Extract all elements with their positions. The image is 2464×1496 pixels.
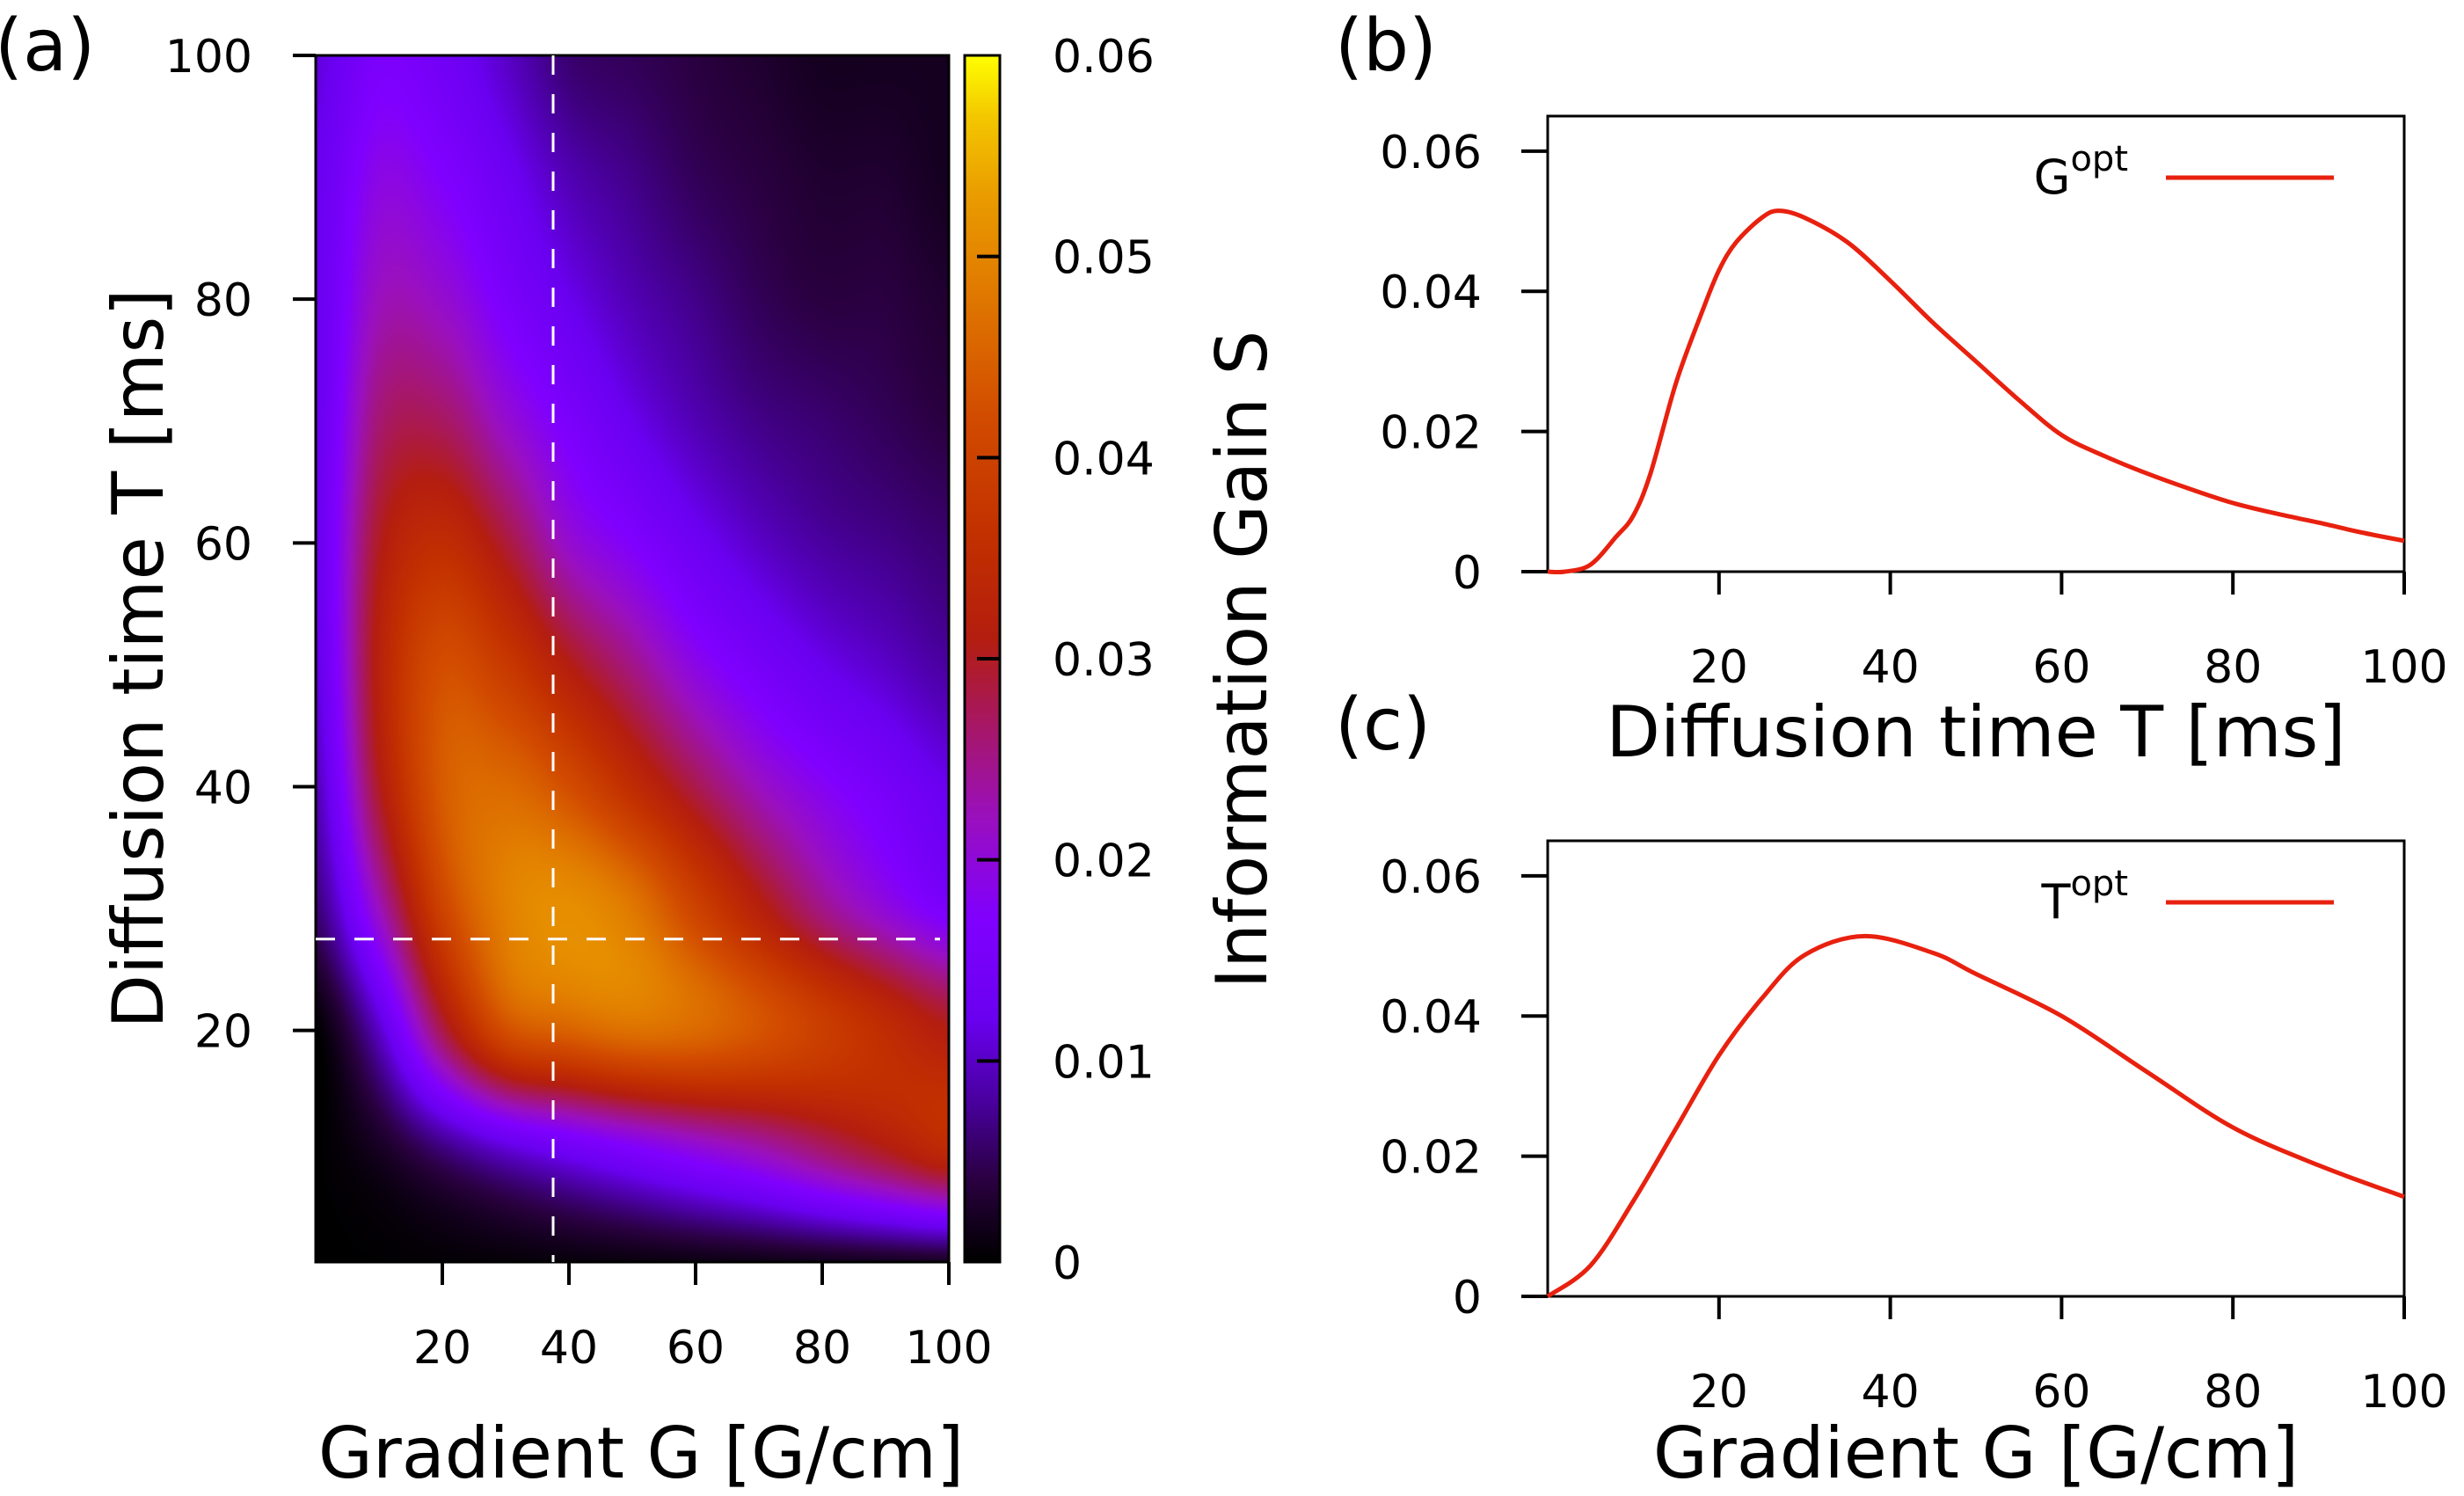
y-tick-label: 20 bbox=[194, 1006, 252, 1059]
x-tick-label: 60 bbox=[2032, 641, 2090, 694]
y-tick-label: 0.04 bbox=[1380, 266, 1482, 319]
legend-label: Topt bbox=[2040, 864, 2128, 930]
x-tick-label: 20 bbox=[413, 1322, 471, 1375]
y-tick-label: 0.06 bbox=[1380, 851, 1482, 904]
y-tick-label: 0.02 bbox=[1380, 407, 1482, 460]
colorbar-tick-label: 0.05 bbox=[1053, 232, 1155, 285]
x-tick-label: 80 bbox=[2204, 641, 2262, 694]
legend-label-base: G bbox=[2034, 150, 2071, 205]
colorbar-tick-label: 0.02 bbox=[1053, 836, 1155, 888]
x-tick-label: 80 bbox=[2204, 1366, 2262, 1419]
legend-label-base: T bbox=[2040, 874, 2071, 930]
y-tick-label: 0 bbox=[1453, 1272, 1482, 1325]
legend-label-superscript: opt bbox=[2070, 864, 2128, 904]
y-tick-label: 40 bbox=[194, 763, 252, 815]
x-tick-label: 80 bbox=[793, 1322, 851, 1375]
x-tick-label: 100 bbox=[2360, 1366, 2447, 1419]
heatmap-image bbox=[316, 55, 949, 1262]
colorbar-tick-label: 0.03 bbox=[1053, 634, 1155, 687]
x-tick-label: 20 bbox=[1690, 641, 1748, 694]
legend-label-superscript: opt bbox=[2070, 139, 2128, 179]
y-tick-label: 0.02 bbox=[1380, 1132, 1482, 1185]
colorbar-title: Information Gain S bbox=[1201, 331, 1283, 989]
y-tick-label: 0 bbox=[1453, 547, 1482, 600]
x-tick-label: 100 bbox=[905, 1322, 992, 1375]
x-tick-label: 40 bbox=[540, 1322, 598, 1375]
colorbar-tick-label: 0 bbox=[1053, 1237, 1082, 1290]
y-tick-label: 80 bbox=[194, 274, 252, 327]
x-tick-label: 40 bbox=[1862, 1366, 1920, 1419]
series-line-G-opt bbox=[1547, 208, 2405, 575]
plot-frame-b bbox=[1546, 114, 2406, 573]
heatmap-frame bbox=[314, 54, 951, 1264]
panel-label-a: (a) bbox=[0, 4, 95, 88]
x-tick-label: 60 bbox=[2032, 1366, 2090, 1419]
plot-frame-c bbox=[1546, 839, 2406, 1298]
x-axis-title: Gradient G [G/cm] bbox=[318, 1412, 964, 1494]
x-axis-title: Gradient G [G/cm] bbox=[1653, 1412, 2299, 1494]
x-axis-title: Diffusion time T [ms] bbox=[1606, 691, 2345, 773]
colorbar-tick-label: 0.06 bbox=[1053, 31, 1155, 84]
x-tick-label: 100 bbox=[2360, 641, 2447, 694]
x-tick-label: 60 bbox=[667, 1322, 725, 1375]
y-tick-label: 60 bbox=[194, 518, 252, 571]
panel-label-b: (b) bbox=[1335, 4, 1437, 88]
colorbar-tick-label: 0.04 bbox=[1053, 433, 1155, 485]
series-line-T-opt bbox=[1546, 933, 2405, 1299]
x-tick-label: 20 bbox=[1690, 1366, 1748, 1419]
colorbar-tick-label: 0.01 bbox=[1053, 1036, 1155, 1089]
y-axis-title: Diffusion time T [ms] bbox=[98, 288, 179, 1028]
x-tick-label: 40 bbox=[1862, 641, 1920, 694]
y-tick-label: 100 bbox=[165, 31, 252, 84]
y-tick-label: 0.04 bbox=[1380, 991, 1482, 1044]
legend-label: Gopt bbox=[2034, 139, 2128, 205]
y-tick-label: 0.06 bbox=[1380, 127, 1482, 179]
panel-label-c: (c) bbox=[1335, 683, 1431, 767]
